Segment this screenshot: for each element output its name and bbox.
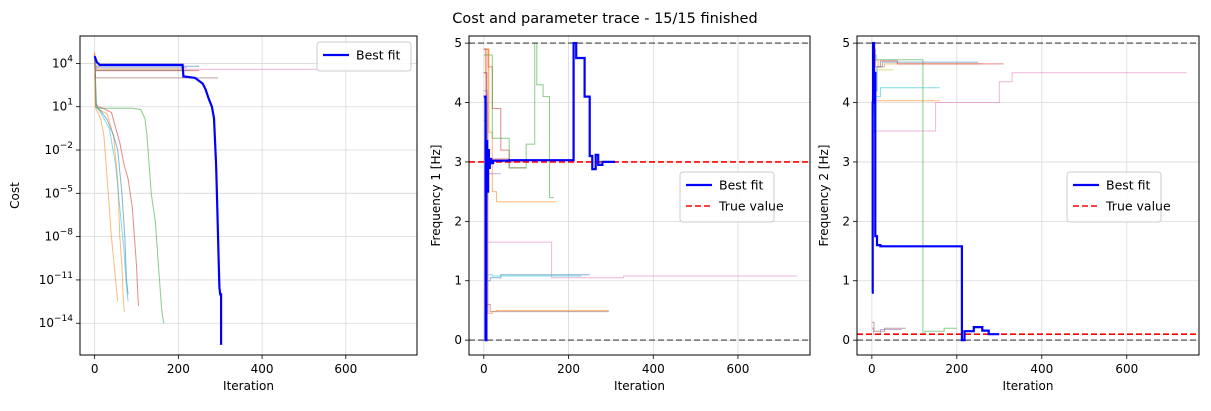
x-axis-label: Iteration [1003, 379, 1054, 393]
x-tick-label: 600 [727, 362, 750, 376]
y-axis-label: Cost [8, 182, 22, 209]
legend: Best fit [316, 41, 412, 72]
trace-line-4 [94, 57, 165, 324]
trace-line-9 [483, 48, 527, 163]
trace-line-1 [94, 53, 126, 312]
x-tick-label: 600 [334, 362, 357, 376]
y-tick-label: 4 [454, 96, 462, 110]
trace-line-1 [483, 48, 556, 203]
y-tick-label: 3 [454, 155, 462, 169]
frequency-2-panel: 0 200 400 600 0 1 2 3 4 5 Iteration Frequency 2 [Hz… [817, 35, 1200, 393]
trace-line-9 [871, 321, 906, 332]
legend: Best fit True value [679, 171, 784, 223]
trace-line-13 [94, 61, 191, 72]
best-fit-line [93, 55, 223, 345]
x-axis-label: Iteration [614, 379, 665, 393]
trace-line-3 [483, 42, 554, 199]
trace-line-5 [94, 59, 129, 302]
y-tick-label: 5 [842, 36, 850, 50]
frequency-1-panel: 0 200 400 600 0 1 2 3 4 5 Iteration Frequency 1 [Hz… [429, 35, 811, 393]
x-tick-label: 0 [91, 362, 99, 376]
legend: Best fit True value [1066, 171, 1171, 223]
trace-line-3 [94, 56, 129, 295]
trace-line-6 [871, 100, 940, 109]
legend-entry-label: Best fit [719, 178, 764, 193]
plot-area [857, 41, 1199, 342]
axes-frame [79, 35, 418, 356]
y-tick-label: 3 [842, 155, 850, 169]
axes-frame [468, 35, 811, 356]
y-axis-label: Frequency 1 [Hz] [429, 145, 443, 247]
trace-line-2 [94, 54, 140, 306]
trace-line-4 [871, 61, 979, 133]
y-tick-label: 101 [52, 98, 73, 114]
y-tick-label: 104 [52, 54, 73, 70]
legend-box [316, 41, 412, 72]
legend-entry-label: Best fit [356, 48, 401, 63]
x-tick-label: 0 [480, 362, 488, 376]
x-tick-label: 200 [557, 362, 580, 376]
trace-line-3 [871, 48, 1004, 68]
x-tick-label: 600 [1115, 362, 1138, 376]
x-tick-label: 400 [642, 362, 665, 376]
axes-frame [856, 35, 1200, 356]
legend-entry-label: Best fit [1106, 178, 1151, 193]
trace-line-8 [483, 48, 609, 314]
plot-area [93, 51, 405, 345]
y-tick-label: 2 [842, 214, 850, 228]
y-tick-label: 10−5 [44, 184, 73, 200]
plot-area [469, 41, 810, 342]
y-tick-label: 2 [454, 214, 462, 228]
x-tick-label: 400 [1030, 362, 1053, 376]
y-tick-label: 4 [842, 96, 850, 110]
trace-line-6 [94, 51, 119, 302]
best-fit-line [483, 41, 616, 342]
trace-line-10 [483, 90, 501, 175]
y-tick-label: 10−8 [44, 228, 73, 244]
best-fit-line [871, 41, 1000, 342]
trace-line-2 [871, 54, 957, 335]
y-tick-label: 0 [454, 333, 462, 347]
y-tick-label: 1 [454, 274, 462, 288]
trace-line-1 [871, 60, 983, 86]
y-axis-label: Frequency 2 [Hz] [817, 145, 831, 247]
y-tick-label: 1 [842, 274, 850, 288]
trace-line-2 [483, 48, 527, 169]
y-tick-label: 10−14 [39, 314, 74, 330]
figure-title: Cost and parameter trace - 15/15 finishe… [452, 11, 757, 27]
y-tick-label: 0 [842, 333, 850, 347]
legend-entry-label: True value [1105, 199, 1171, 214]
x-tick-label: 200 [945, 362, 968, 376]
y-tick-label: 5 [454, 36, 462, 50]
x-tick-label: 0 [868, 362, 876, 376]
y-tick-label: 10−11 [39, 271, 73, 287]
x-axis-label: Iteration [223, 379, 274, 393]
x-tick-label: 400 [251, 362, 274, 376]
x-tick-label: 200 [167, 362, 190, 376]
y-tick-label: 10−2 [44, 141, 73, 157]
legend-entry-label: True value [718, 199, 784, 214]
cost-panel: 0 200 400 600 104 101 10−2 10−5 10−8 10−11 10−14 It… [8, 35, 418, 393]
